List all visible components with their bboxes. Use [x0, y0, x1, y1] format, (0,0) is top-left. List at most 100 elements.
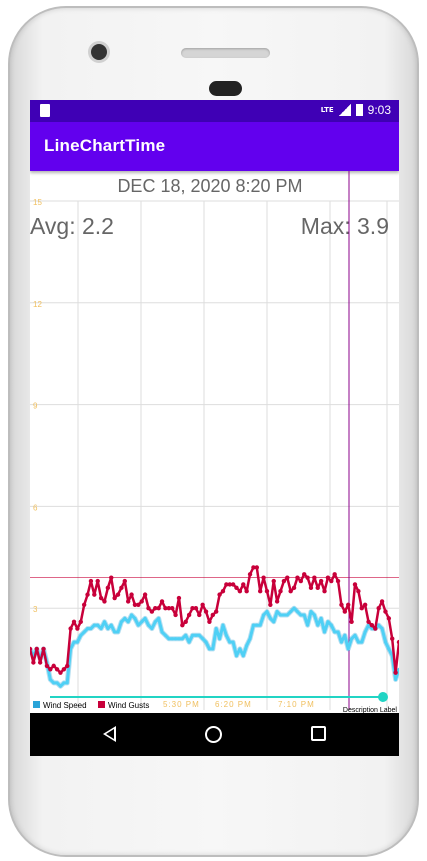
- series-point-0: [360, 640, 364, 644]
- legend-swatch-gusts: [98, 701, 105, 708]
- series-point-1: [156, 606, 161, 611]
- series-point-1: [237, 589, 243, 594]
- series-point-1: [197, 612, 202, 618]
- sd-card-icon: [40, 104, 50, 117]
- series-point-1: [332, 572, 337, 577]
- series-point-1: [335, 578, 341, 584]
- range-slider-knob[interactable]: [378, 692, 388, 702]
- battery-icon: [355, 104, 363, 116]
- series-point-1: [169, 606, 175, 611]
- series-point-0: [170, 637, 174, 641]
- series-point-1: [136, 602, 141, 608]
- series-point-0: [394, 677, 398, 681]
- series-point-0: [214, 627, 218, 631]
- series-point-1: [288, 589, 293, 594]
- series-point-0: [130, 613, 134, 617]
- series-point-1: [153, 606, 158, 611]
- series-point-0: [251, 623, 255, 627]
- back-icon[interactable]: [103, 726, 116, 742]
- series-point-0: [190, 633, 194, 637]
- series-point-1: [112, 595, 117, 601]
- series-point-0: [235, 654, 239, 658]
- home-icon[interactable]: [205, 726, 222, 743]
- series-point-1: [227, 582, 232, 587]
- series-point-1: [376, 606, 381, 611]
- series-point-0: [309, 610, 313, 614]
- series-point-1: [48, 667, 53, 672]
- series-point-0: [150, 627, 154, 631]
- screen: LTE 9:03 LineChartTime 15 12 9 6 3 5:30 PM 6:2…: [30, 100, 399, 756]
- series-point-1: [92, 592, 97, 597]
- series-point-0: [272, 620, 276, 624]
- y-tick-label: 9: [33, 402, 38, 411]
- series-point-0: [153, 620, 157, 624]
- series-point-0: [370, 627, 374, 631]
- series-point-1: [390, 636, 395, 641]
- y-tick-label: 12: [33, 300, 42, 309]
- series-point-0: [160, 630, 164, 634]
- series-point-0: [326, 620, 330, 624]
- series-point-1: [115, 592, 121, 597]
- legend-label-gusts: Wind Gusts: [108, 701, 149, 710]
- series-point-1: [102, 599, 107, 604]
- proximity-sensor: [209, 81, 242, 96]
- series-point-1: [298, 578, 304, 584]
- series-point-0: [119, 620, 123, 624]
- series-point-0: [292, 606, 296, 610]
- series-point-1: [88, 578, 94, 584]
- series-point-1: [329, 578, 334, 584]
- series-point-1: [61, 667, 67, 672]
- series-point-0: [204, 640, 208, 644]
- series-point-0: [231, 640, 235, 644]
- series-point-1: [244, 589, 249, 594]
- series-point-1: [75, 626, 80, 631]
- series-point-1: [278, 589, 283, 594]
- series-point-1: [268, 602, 273, 608]
- series-point-0: [380, 627, 384, 631]
- series-point-0: [157, 616, 161, 620]
- chart-svg[interactable]: 15 12 9 6 3 5:30 PM 6:20 PM 7:10 PM Wind Speed Wi…: [30, 171, 399, 713]
- series-point-1: [183, 619, 188, 624]
- series-point-0: [187, 640, 191, 644]
- y-tick-label: 15: [33, 198, 42, 207]
- status-time: 9:03: [367, 103, 391, 117]
- series-point-0: [136, 623, 140, 627]
- series-point-0: [353, 633, 357, 637]
- series-point-0: [245, 644, 249, 648]
- series-point-1: [81, 602, 87, 608]
- series-point-1: [173, 612, 178, 618]
- series-point-0: [224, 633, 228, 637]
- series-point-0: [72, 640, 76, 644]
- series-point-1: [30, 646, 33, 652]
- series-point-1: [241, 582, 246, 587]
- legend-swatch-speed: [33, 701, 40, 708]
- series-point-0: [238, 647, 242, 651]
- date-label: DEC 18, 2020 8:20 PM: [117, 176, 303, 196]
- series-point-1: [105, 585, 111, 591]
- series-point-0: [167, 637, 171, 641]
- series-point-0: [289, 610, 293, 614]
- series-point-1: [342, 609, 348, 614]
- series-point-1: [349, 619, 354, 624]
- series-point-1: [369, 622, 375, 628]
- series-point-1: [366, 619, 371, 624]
- series-point-1: [34, 646, 39, 652]
- series-point-1: [119, 585, 124, 591]
- series-point-0: [194, 633, 198, 637]
- series-point-0: [343, 633, 347, 637]
- series-point-1: [295, 575, 300, 580]
- recent-apps-icon[interactable]: [311, 726, 326, 741]
- app-title: LineChartTime: [44, 136, 166, 155]
- x-tick-label: 7:10 PM: [278, 700, 315, 709]
- series-point-1: [264, 589, 270, 594]
- series-point-1: [210, 612, 216, 618]
- line-chart[interactable]: 15 12 9 6 3 5:30 PM 6:20 PM 7:10 PM Wind Speed Wi…: [30, 171, 399, 713]
- series-point-1: [254, 565, 260, 570]
- series-point-0: [346, 647, 350, 651]
- series-point-1: [149, 609, 155, 614]
- series-point-1: [54, 667, 60, 672]
- series-point-1: [190, 606, 195, 611]
- series-point-1: [41, 646, 46, 652]
- series-point-1: [291, 585, 297, 591]
- series-point-0: [55, 681, 59, 685]
